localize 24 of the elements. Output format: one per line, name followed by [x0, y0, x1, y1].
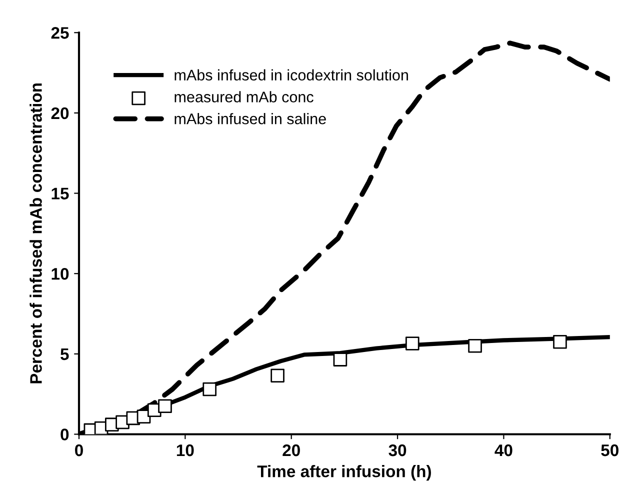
- y-axis-title: Percent of infused mAb concentration: [30, 84, 42, 384]
- point: [270, 368, 284, 382]
- y-tick-label: 25: [51, 27, 69, 39]
- x-tick-label: 10: [176, 444, 194, 456]
- x-tick-label: 40: [494, 444, 512, 456]
- y-tick-label: 5: [60, 348, 69, 360]
- legend-label: mAbs infused in saline: [174, 113, 326, 124]
- point: [333, 352, 348, 366]
- point: [553, 334, 567, 349]
- y-tick-label: 10: [52, 268, 69, 280]
- y-tick-label: 20: [51, 107, 69, 120]
- point: [158, 399, 172, 414]
- x-axis-title: Time after infusion (h): [257, 465, 431, 481]
- x-tick-label: 50: [601, 444, 618, 456]
- x-tick-label: 20: [282, 444, 300, 456]
- y-tick-label: 15: [52, 188, 69, 200]
- y-tick-label: 0: [60, 428, 69, 440]
- legend-label: mAbs infused in icodextrin solution: [174, 69, 408, 81]
- point: [468, 338, 482, 353]
- x-tick-label: 30: [388, 444, 406, 456]
- legend-label: measured mAb conc: [174, 91, 314, 102]
- point: [202, 382, 216, 396]
- x-tick-label: 0: [75, 444, 83, 456]
- point: [405, 336, 420, 350]
